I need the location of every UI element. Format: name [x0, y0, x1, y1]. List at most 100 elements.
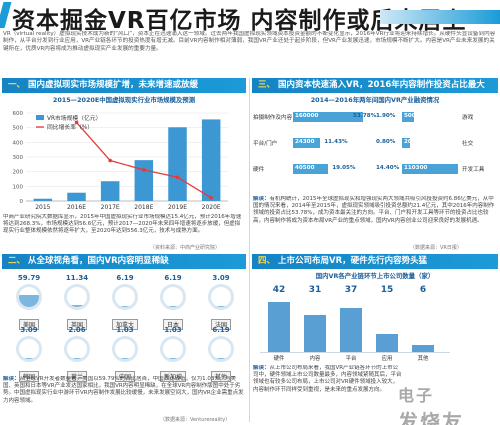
- chart-3-title: 国内VR各产业链环节上市公司数量（家）: [315, 272, 435, 280]
- country-item-加拿大: 6.19 加拿大: [102, 274, 148, 332]
- watermark-line-2: 发烧友: [398, 410, 464, 425]
- legend-label-bars: VR市场规模（亿元）: [47, 114, 101, 122]
- financing-amount: 2000: [404, 139, 420, 145]
- watermark-line-1: 电子: [398, 386, 435, 405]
- country-item-韩国: 3.09 韩国: [6, 326, 52, 384]
- country-fill: [67, 304, 87, 307]
- section-2-header: 二、 从全球视角看，国内VR内容明显稀缺: [2, 254, 246, 269]
- country-value: 3.09: [20, 326, 38, 334]
- country-name: 加拿大: [111, 319, 138, 330]
- country-item-法国: 3.09 法国: [198, 274, 244, 332]
- section-3-header: 三、 国内资本快速涌入VR，2016年内容制作投资占比最大: [252, 78, 498, 93]
- financing-bar: [293, 112, 363, 122]
- country-circle: [112, 284, 138, 310]
- country-fill: [163, 305, 183, 307]
- growth-point: [209, 195, 213, 200]
- country-name: 荷兰: [66, 371, 87, 382]
- financing-amount: 160000: [295, 113, 319, 119]
- country-circle: [64, 336, 90, 362]
- company-bar-硬件: [268, 302, 290, 352]
- section-1-source: （资料来源：中商产业研究院）: [150, 245, 221, 251]
- header-accent: [0, 2, 12, 28]
- financing-bar: [402, 138, 410, 148]
- section-3-para-text: 有机构统计，2015年全球虚拟现实和增强现实两大领域共吸引风投投资约6.86亿美…: [253, 196, 495, 224]
- country-name: 美国: [18, 319, 39, 330]
- section-4-number: 四、: [258, 256, 276, 266]
- country-name: 法国: [210, 319, 231, 330]
- growth-point: [142, 168, 146, 172]
- company-count-value: 42: [272, 285, 286, 295]
- country-name: 新加坡: [159, 371, 186, 382]
- x-tick-label: 2019E: [168, 204, 187, 211]
- y-tick-label: 400: [13, 140, 24, 146]
- country-circle: [64, 284, 90, 310]
- growth-point: [175, 175, 180, 180]
- x-tick-label: 2018E: [134, 204, 153, 211]
- section-2-source: （数据来源：Venturereality）: [160, 417, 231, 423]
- company-category: 内容: [309, 356, 321, 362]
- section-2-paragraph: 解读：从全球VR开发者数量看，美国以59.79%的占比居首，中国占比较低，仅为1…: [3, 376, 245, 416]
- country-circle: [160, 336, 186, 362]
- country-circle: [112, 336, 138, 362]
- section-4-title: 上市公司布局VR，硬件先行内容势头猛: [278, 256, 428, 266]
- section-3-number: 三、: [258, 80, 276, 90]
- country-circle: [16, 336, 42, 362]
- section-2-title: 从全球视角看，国内VR内容明显稀缺: [28, 256, 169, 266]
- section-3-para-label: 解读：: [253, 196, 270, 202]
- country-circle: [208, 284, 234, 310]
- country-value: 6.19: [116, 274, 134, 282]
- financing-bar: [293, 138, 321, 148]
- financing-bar: [402, 164, 458, 174]
- bar-2016E: [67, 192, 86, 201]
- country-value: 2.06: [68, 326, 86, 334]
- country-value: 6.19: [212, 326, 230, 334]
- growth-point: [74, 120, 79, 125]
- intro-paragraph: VR（virtual reality）虚拟现实技术成为新的“风口”，资本正在迅速…: [3, 31, 496, 52]
- company-count-value: 15: [380, 285, 394, 295]
- company-bar-内容: [304, 315, 326, 352]
- country-name: 其他: [210, 371, 231, 382]
- country-name: 日本: [162, 319, 183, 330]
- country-item-英国: 11.34 英国: [54, 274, 100, 332]
- country-fill: [67, 358, 87, 359]
- financing-amount: 5000: [404, 113, 420, 119]
- section-3-source: （数据来源：VR日报）: [410, 245, 462, 251]
- y-tick-label: 300: [13, 155, 24, 161]
- country-value: 11.34: [65, 274, 89, 282]
- chart-1-title: 2015—2020E中国虚拟现实行业市场规模及预测: [52, 96, 196, 104]
- y-tick-label: 0: [20, 199, 24, 205]
- company-count-value: 6: [419, 285, 427, 295]
- bar-2020E: [201, 119, 221, 201]
- watermark-logo: 电子 发烧友: [398, 382, 498, 425]
- section-1-number: 一、: [8, 80, 26, 90]
- legend-swatch-bars: [36, 115, 44, 120]
- company-bar-应用: [376, 334, 398, 352]
- column-divider: [249, 78, 250, 422]
- country-item-日本: 6.19 日本: [150, 274, 196, 332]
- country-name: 韩国: [18, 371, 39, 382]
- country-circle: [160, 284, 186, 310]
- section-2-para-text: 从全球VR开发者数量看，美国以59.79%的占比居首，中国占比较低，仅为1.03…: [3, 376, 244, 404]
- chart-2-title: 2014—2016年两年间国内VR产业融资情况: [310, 96, 440, 104]
- financing-amount: 110300: [404, 165, 428, 171]
- company-category: 其他: [417, 356, 429, 362]
- financing-category: 社交: [462, 141, 474, 147]
- country-name: 中国: [114, 371, 135, 382]
- financing-bar: [402, 112, 415, 122]
- bar-2017E: [100, 181, 120, 201]
- financing-category: 拍摄制作及内容: [253, 115, 293, 121]
- financing-pct: 0.80%: [376, 139, 396, 145]
- country-item-荷兰: 2.06 荷兰: [54, 326, 100, 384]
- y-tick-label: 100: [13, 184, 24, 190]
- section-3-title: 国内资本快速涌入VR，2016年内容制作投资占比最大: [278, 80, 485, 90]
- market-size-chart: 600 500 400 300 200 100 0 2015 2016E 2017E 2018E 20…: [13, 111, 228, 211]
- section-4-paragraph: 解读：从上市公司布局来看，我国VR产业链各环节的上市公司中，硬件领域上市公司数量…: [253, 365, 403, 417]
- financing-category: 开发工具: [462, 167, 485, 173]
- financing-row-硬件: 硬件 40500 19.05%: [253, 164, 375, 174]
- financing-row-开发工具: 14.40% 110300 开发工具: [376, 164, 498, 174]
- section-1-paragraph: 中商产业研究院大数据库显示，2015年中国虚拟现实行业市场规模达15.4亿元，预…: [3, 214, 242, 235]
- company-bar-平台: [340, 307, 362, 352]
- country-fill: [115, 305, 135, 307]
- country-item-其他: 6.19 其他: [198, 326, 244, 384]
- financing-row-拍摄制作及内容: 拍摄制作及内容 160000 53.78%: [253, 112, 376, 122]
